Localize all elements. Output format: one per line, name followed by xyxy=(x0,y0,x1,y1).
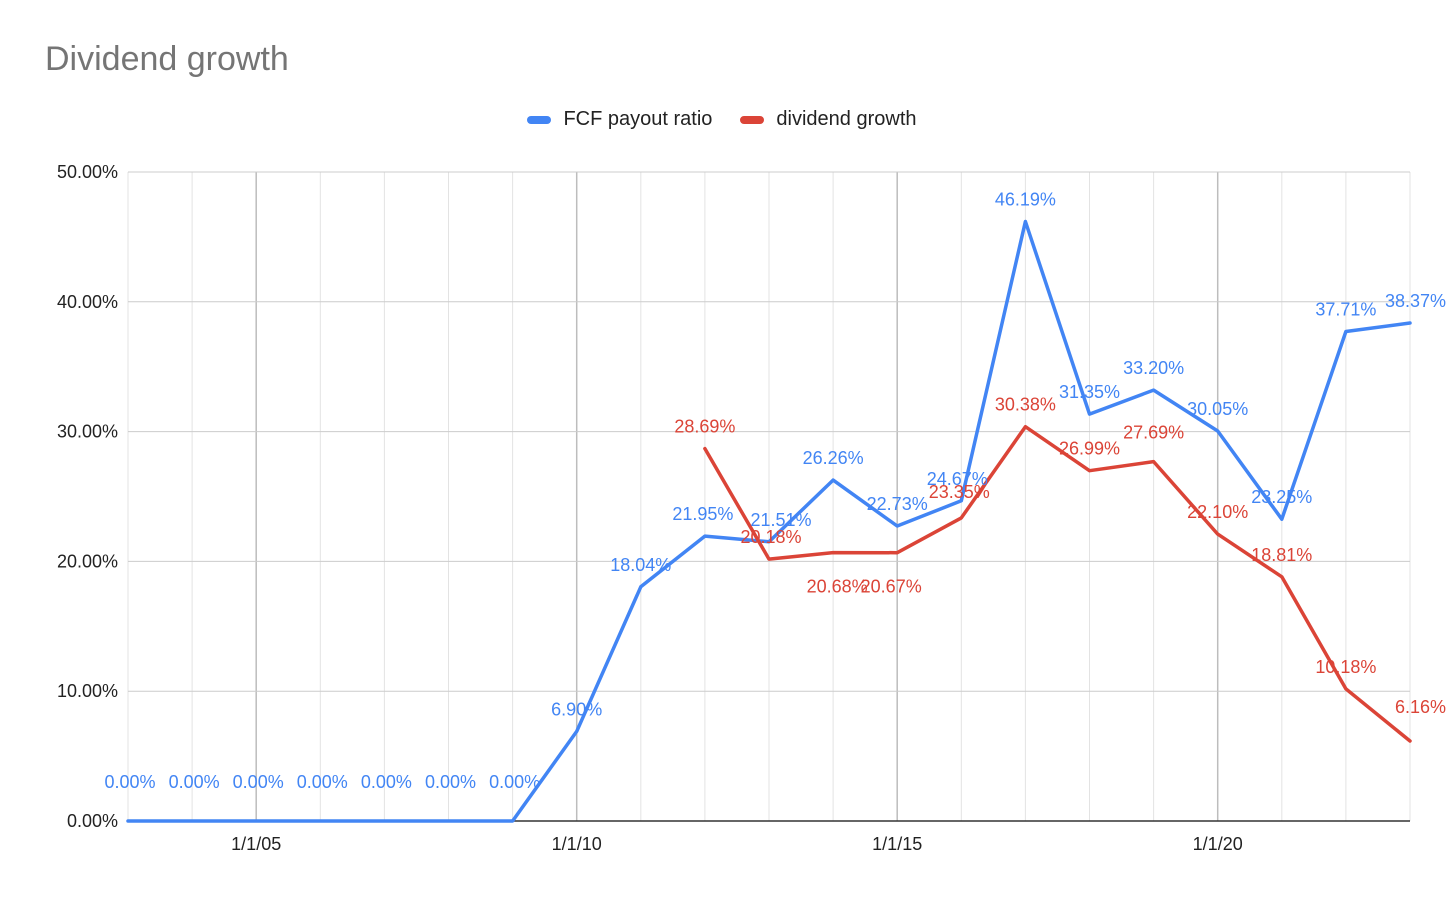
data-point[interactable] xyxy=(1152,388,1156,392)
y-tick-label: 20.00% xyxy=(57,551,118,571)
x-tick-label: 1/1/20 xyxy=(1193,834,1243,854)
data-label: 21.95% xyxy=(672,504,733,524)
series-layer xyxy=(126,219,1412,823)
x-tick-label: 1/1/10 xyxy=(552,834,602,854)
data-point[interactable] xyxy=(703,447,707,451)
data-point[interactable] xyxy=(254,819,258,823)
data-point[interactable] xyxy=(895,551,899,555)
data-label: 0.00% xyxy=(104,772,155,792)
x-tick-label: 1/1/15 xyxy=(872,834,922,854)
legend-item-fcf-payout-ratio[interactable]: FCF payout ratio xyxy=(527,108,712,131)
data-label: 46.19% xyxy=(995,189,1056,209)
data-label: 6.90% xyxy=(551,699,602,719)
data-point[interactable] xyxy=(1280,517,1284,521)
data-label: 38.37% xyxy=(1385,291,1446,311)
data-point[interactable] xyxy=(1280,575,1284,579)
data-point[interactable] xyxy=(190,819,194,823)
legend-item-dividend-growth[interactable]: dividend growth xyxy=(740,108,917,131)
axis-layer: 0.00% 10.00% 20.00% 30.00% 40.00% 50.00% 1/1/0… xyxy=(57,162,1243,854)
data-point[interactable] xyxy=(1088,469,1092,473)
data-label: 26.26% xyxy=(803,448,864,468)
data-label: 31.35% xyxy=(1059,382,1120,402)
y-tick-label: 10.00% xyxy=(57,681,118,701)
data-label: 6.16% xyxy=(1395,697,1446,717)
legend-swatch-dividend xyxy=(740,115,765,124)
data-label: 37.71% xyxy=(1315,300,1376,320)
data-point[interactable] xyxy=(895,524,899,528)
data-point[interactable] xyxy=(1023,219,1027,223)
legend-label-dividend: dividend growth xyxy=(776,108,917,130)
data-point[interactable] xyxy=(1344,330,1348,334)
data-label: 30.38% xyxy=(995,395,1056,415)
legend-label-fcf: FCF payout ratio xyxy=(563,108,713,130)
series-line-fcf-payout-ratio[interactable] xyxy=(126,219,1412,823)
data-point[interactable] xyxy=(959,516,963,520)
y-tick-label: 40.00% xyxy=(57,292,118,312)
data-point[interactable] xyxy=(767,557,771,561)
data-point[interactable] xyxy=(1216,532,1220,536)
data-label: 30.05% xyxy=(1187,399,1248,419)
data-label: 0.00% xyxy=(361,772,412,792)
data-point[interactable] xyxy=(126,819,130,823)
data-label: 22.73% xyxy=(867,494,928,514)
x-tick-label: 1/1/05 xyxy=(231,834,281,854)
data-label: 0.00% xyxy=(425,772,476,792)
data-label: 20.67% xyxy=(861,577,922,597)
data-label: 0.00% xyxy=(489,772,540,792)
legend-swatch-fcf xyxy=(527,115,552,124)
data-point[interactable] xyxy=(703,534,707,538)
data-label: 10.18% xyxy=(1315,657,1376,677)
data-label: 0.00% xyxy=(169,772,220,792)
data-label: 0.00% xyxy=(297,772,348,792)
data-label: 20.68% xyxy=(807,577,868,597)
data-point[interactable] xyxy=(1408,739,1412,743)
series-line-dividend-growth[interactable] xyxy=(703,424,1412,743)
data-point[interactable] xyxy=(511,819,515,823)
data-point[interactable] xyxy=(639,585,643,589)
data-label: 18.04% xyxy=(610,555,671,575)
data-label: 18.81% xyxy=(1251,545,1312,565)
chart-title: Dividend growth xyxy=(45,40,289,78)
data-point[interactable] xyxy=(382,819,386,823)
data-point[interactable] xyxy=(1023,425,1027,429)
data-label-layer: 0.00% 0.00% 0.00% 0.00% 0.00% 0.00% 0.00% 6.90%… xyxy=(104,189,1446,792)
data-label: 21.51% xyxy=(750,510,811,530)
data-label: 23.35% xyxy=(929,482,990,502)
data-label: 28.69% xyxy=(674,417,735,437)
grid-layer xyxy=(127,171,1411,822)
data-label: 23.25% xyxy=(1251,487,1312,507)
data-label: 26.99% xyxy=(1059,439,1120,459)
data-point[interactable] xyxy=(1344,687,1348,691)
data-point[interactable] xyxy=(318,819,322,823)
data-point[interactable] xyxy=(447,819,451,823)
data-point[interactable] xyxy=(1088,412,1092,416)
data-point[interactable] xyxy=(575,729,579,733)
legend: FCF payout ratio dividend growth xyxy=(0,108,1456,131)
data-label: 33.20% xyxy=(1123,358,1184,378)
data-point[interactable] xyxy=(1216,429,1220,433)
data-label: 22.10% xyxy=(1187,502,1248,522)
data-label: 20.18% xyxy=(740,527,801,547)
y-tick-label: 30.00% xyxy=(57,422,118,442)
data-label: 0.00% xyxy=(233,772,284,792)
data-point[interactable] xyxy=(831,478,835,482)
data-label: 27.69% xyxy=(1123,423,1184,443)
y-tick-label: 50.00% xyxy=(57,162,118,182)
data-point[interactable] xyxy=(831,551,835,555)
data-point[interactable] xyxy=(1408,321,1412,325)
data-label: 24.67% xyxy=(927,469,988,489)
y-tick-label: 0.00% xyxy=(67,811,118,831)
data-point[interactable] xyxy=(1152,460,1156,464)
